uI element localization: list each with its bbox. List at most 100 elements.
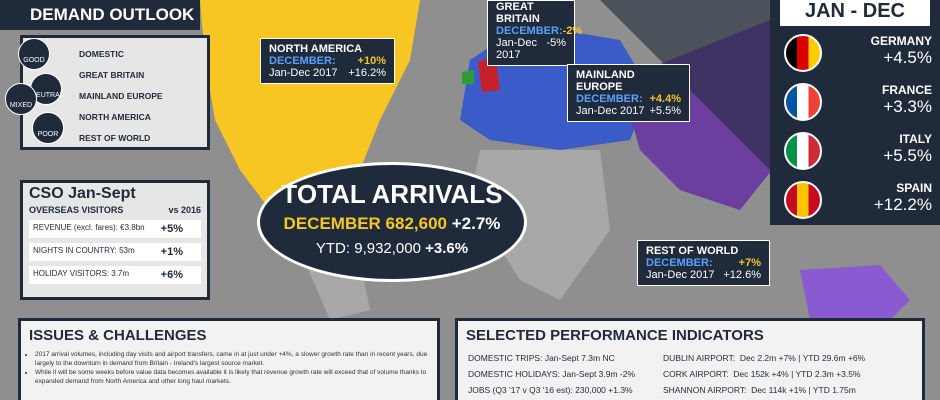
country: FRANCE +3.3%: [770, 77, 940, 124]
cso-row: NIGHTS IN COUNTRY: 53m +1%: [29, 243, 201, 261]
title-bar: [0, 0, 200, 30]
cso-value: +5%: [160, 223, 183, 235]
cso-row: REVENUE (excl. fares): €3.8bn +5%: [29, 220, 201, 238]
indicator: DOMESTIC HOLIDAYS: Jan-Sept 3.9m -2%: [468, 369, 636, 379]
indicator: DOMESTIC TRIPS: Jan-Sept 7.3m NC: [468, 353, 615, 363]
country: SPAIN +12.2%: [770, 175, 940, 222]
market-row: DECEMBER: +7%: [646, 257, 761, 269]
australia: [800, 265, 910, 330]
country-name: SPAIN: [896, 181, 932, 195]
country-value: +5.5%: [883, 146, 932, 165]
year-value: +16.2%: [348, 67, 386, 79]
year-value: +12.6%: [723, 269, 761, 281]
market-row: DECEMBER: -2%: [496, 25, 582, 37]
year-label: Jan-Dec 2017: [496, 37, 537, 61]
country-name: FRANCE: [882, 83, 932, 97]
cso-row: HOLIDAY VISITORS: 3.7m +6%: [29, 266, 201, 284]
jan-dec-beam: [600, 0, 780, 180]
demand-row: NORTH AMERICA: [79, 112, 151, 122]
market-row: Jan-Dec 2017 +5.5%: [576, 105, 681, 117]
indicators-panel: SELECTED PERFORMANCE INDICATORS DOMESTIC…: [455, 318, 925, 400]
total-title: TOTAL ARRIVALS: [281, 179, 503, 209]
africa: [470, 150, 610, 300]
market-row: DECEMBER: +10%: [269, 55, 386, 67]
month-label: DECEMBER:: [646, 257, 713, 269]
market-box: MAINLAND EUROPE DECEMBER: +4.4% Jan-Dec 201…: [567, 64, 690, 122]
country-name: GERMANY: [870, 34, 932, 48]
issues-panel: ISSUES & CHALLENGES 2017 arrival volumes…: [18, 318, 440, 400]
cso-compare: vs 2016: [168, 205, 201, 215]
flag: [784, 83, 822, 121]
month-value: +7%: [738, 257, 761, 269]
month-value: +10%: [357, 55, 386, 67]
month-value: +4.4%: [649, 93, 682, 105]
market-row: Jan-Dec 2017 +12.6%: [646, 269, 761, 281]
cso-label: HOLIDAY VISITORS: 3.7m: [33, 269, 130, 278]
market-name: MAINLAND EUROPE: [576, 69, 635, 93]
ireland: [462, 70, 474, 84]
indicator: JOBS (Q3 '17 v Q3 '16 est): 230,000 +1.3…: [468, 385, 633, 395]
issues-list: 2017 arrival volumes, including day visi…: [21, 350, 437, 386]
year-value: +5.5%: [649, 105, 682, 117]
demand-rows: DOMESTIC GREAT BRITAIN MAINLAND EUROPE NORT…: [79, 44, 207, 149]
flag: [784, 34, 822, 72]
indicators-right: DUBLIN AIRPORT: Dec 2.2m +7% | YTD 29.6m…: [663, 350, 865, 398]
legend-icon: GOOD: [18, 38, 50, 70]
country-name: ITALY: [899, 132, 932, 146]
indicators-left: DOMESTIC TRIPS: Jan-Sept 7.3m NC DOMESTIC…: [468, 350, 663, 398]
legend-icon: MIXED: [5, 83, 37, 115]
country: ITALY +5.5%: [770, 126, 940, 173]
jan-dec-title: JAN - DEC: [780, 0, 930, 26]
cso-label: REVENUE (excl. fares): €3.8bn: [33, 223, 145, 232]
market-box: REST OF WORLD DECEMBER: +7% Jan-Dec 2017 +12…: [637, 240, 770, 286]
issues-title: ISSUES & CHALLENGES: [29, 327, 207, 344]
legend-icon: POOR: [32, 112, 64, 144]
indicator: DUBLIN AIRPORT: Dec 2.2m +7% | YTD 29.6m…: [663, 353, 866, 363]
year-label: Jan-Dec 2017: [576, 105, 645, 117]
flag: [784, 132, 822, 170]
market-box: GREAT BRITAIN DECEMBER: -2% Jan-Dec 2017 -5%: [487, 0, 582, 66]
country-value: +4.5%: [883, 48, 932, 67]
total-ytd: YTD: 9,932,000: [315, 240, 421, 257]
indicators-title: SELECTED PERFORMANCE INDICATORS: [466, 327, 764, 344]
market-row: DECEMBER: +4.4%: [576, 93, 681, 105]
total-arrivals: TOTAL ARRIVALS DECEMBER 682,600 +2.7% YT…: [257, 162, 527, 282]
jan-dec-panel: JAN - DEC GERMANY +4.5% FRANCE +3.3% ITALY +5…: [770, 0, 940, 225]
flag: [784, 181, 822, 219]
year-label: Jan-Dec 2017: [646, 269, 715, 281]
cso-title: CSO Jan-Sept: [29, 185, 136, 202]
market-name: REST OF WORLD: [646, 245, 739, 257]
total-ytd-change: +3.6%: [425, 240, 469, 257]
market-row: Jan-Dec 2017 -5%: [496, 37, 566, 61]
market-row: Jan-Dec 2017 +16.2%: [269, 67, 386, 79]
month-label: DECEMBER:: [496, 25, 563, 37]
demand-row: REST OF WORLD: [79, 133, 151, 143]
month-label: DECEMBER:: [576, 93, 643, 105]
demand-row: DOMESTIC: [79, 49, 124, 59]
cso-value: +6%: [160, 269, 183, 281]
cso-label: NIGHTS IN COUNTRY: 53m: [33, 246, 135, 255]
issue-bullet: 2017 arrival volumes, including day visi…: [35, 350, 437, 368]
market-box: NORTH AMERICA DECEMBER: +10% Jan-Dec 2017 +1…: [260, 38, 395, 84]
issue-bullet: While it will be some weeks before value…: [35, 368, 437, 386]
year-value: -5%: [546, 37, 566, 49]
cso-value: +1%: [160, 246, 183, 258]
indicator: SHANNON AIRPORT: Dec 114k +1% | YTD 1.75…: [663, 385, 856, 395]
cso-subtitle: OVERSEAS VISITORS: [29, 205, 124, 215]
country-list: GERMANY +4.5% FRANCE +3.3% ITALY +5.5% SPAIN +1…: [770, 28, 940, 222]
year-label: Jan-Dec 2017: [269, 67, 338, 79]
cso-rows: REVENUE (excl. fares): €3.8bn +5% NIGHTS I…: [23, 220, 207, 284]
month-value: -2%: [562, 25, 583, 37]
total-december-change: +2.7%: [451, 214, 501, 233]
market-name: GREAT BRITAIN: [496, 1, 540, 25]
country: GERMANY +4.5%: [770, 28, 940, 75]
indicator: CORK AIRPORT: Dec 152k +4% | YTD 2.3m +3…: [663, 369, 861, 379]
country-value: +3.3%: [883, 97, 932, 116]
demand-row: MAINLAND EUROPE: [79, 91, 163, 101]
cso-panel: CSO Jan-Sept OVERSEAS VISITORS vs 2016 RE…: [20, 180, 210, 300]
demand-title: DEMAND OUTLOOK: [30, 5, 195, 24]
total-december: DECEMBER 682,600: [283, 214, 448, 233]
market-name: NORTH AMERICA: [269, 43, 363, 55]
country-value: +12.2%: [873, 195, 932, 214]
